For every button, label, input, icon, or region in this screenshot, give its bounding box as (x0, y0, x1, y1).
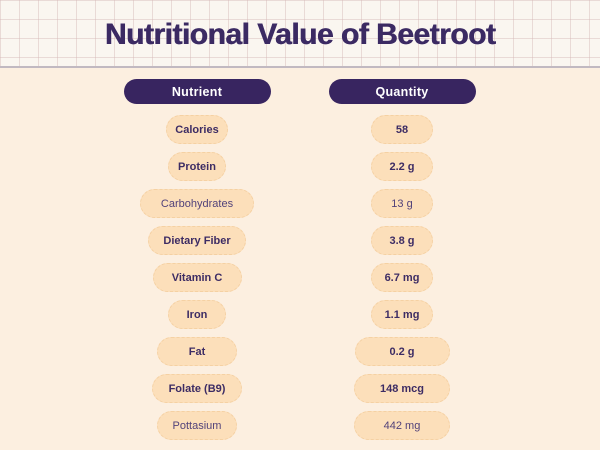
nutrient-column: Nutrient Calories Protein Carbohydrates Die… (97, 79, 297, 440)
nutrient-pill: Iron (168, 300, 226, 329)
quantity-pill: 2.2 g (371, 152, 433, 181)
nutrient-pill: Vitamin C (152, 263, 242, 292)
nutrient-pill: Dietary Fiber (148, 226, 246, 255)
nutrient-pill: Pottasium (157, 411, 237, 440)
nutrient-pill: Carbohydrates (140, 189, 254, 218)
quantity-pill: 58 (371, 115, 433, 144)
quantity-pill: 6.7 mg (371, 263, 433, 292)
quantity-pill: 3.8 g (371, 226, 433, 255)
nutrient-column-header: Nutrient (123, 79, 271, 104)
quantity-pill: 442 mg (354, 411, 450, 440)
quantity-column-header: Quantity (328, 79, 476, 104)
quantity-pill: 148 mcg (354, 374, 450, 403)
page-title: Nutritional Value of Beetroot (104, 18, 496, 51)
nutrient-pill: Folate (B9) (152, 374, 242, 403)
quantity-column: Quantity 58 2.2 g 13 g 3.8 g 6.7 mg 1.1 mg 0.2… (302, 79, 502, 440)
nutrient-pill: Protein (168, 152, 226, 181)
quantity-pill: 0.2 g (354, 337, 450, 366)
quantity-pill: 13 g (371, 189, 433, 218)
nutrient-pill: Calories (166, 115, 228, 144)
title-banner: Nutritional Value of Beetroot (0, 0, 600, 68)
quantity-pill: 1.1 mg (371, 300, 433, 329)
nutrient-pill: Fat (157, 337, 237, 366)
